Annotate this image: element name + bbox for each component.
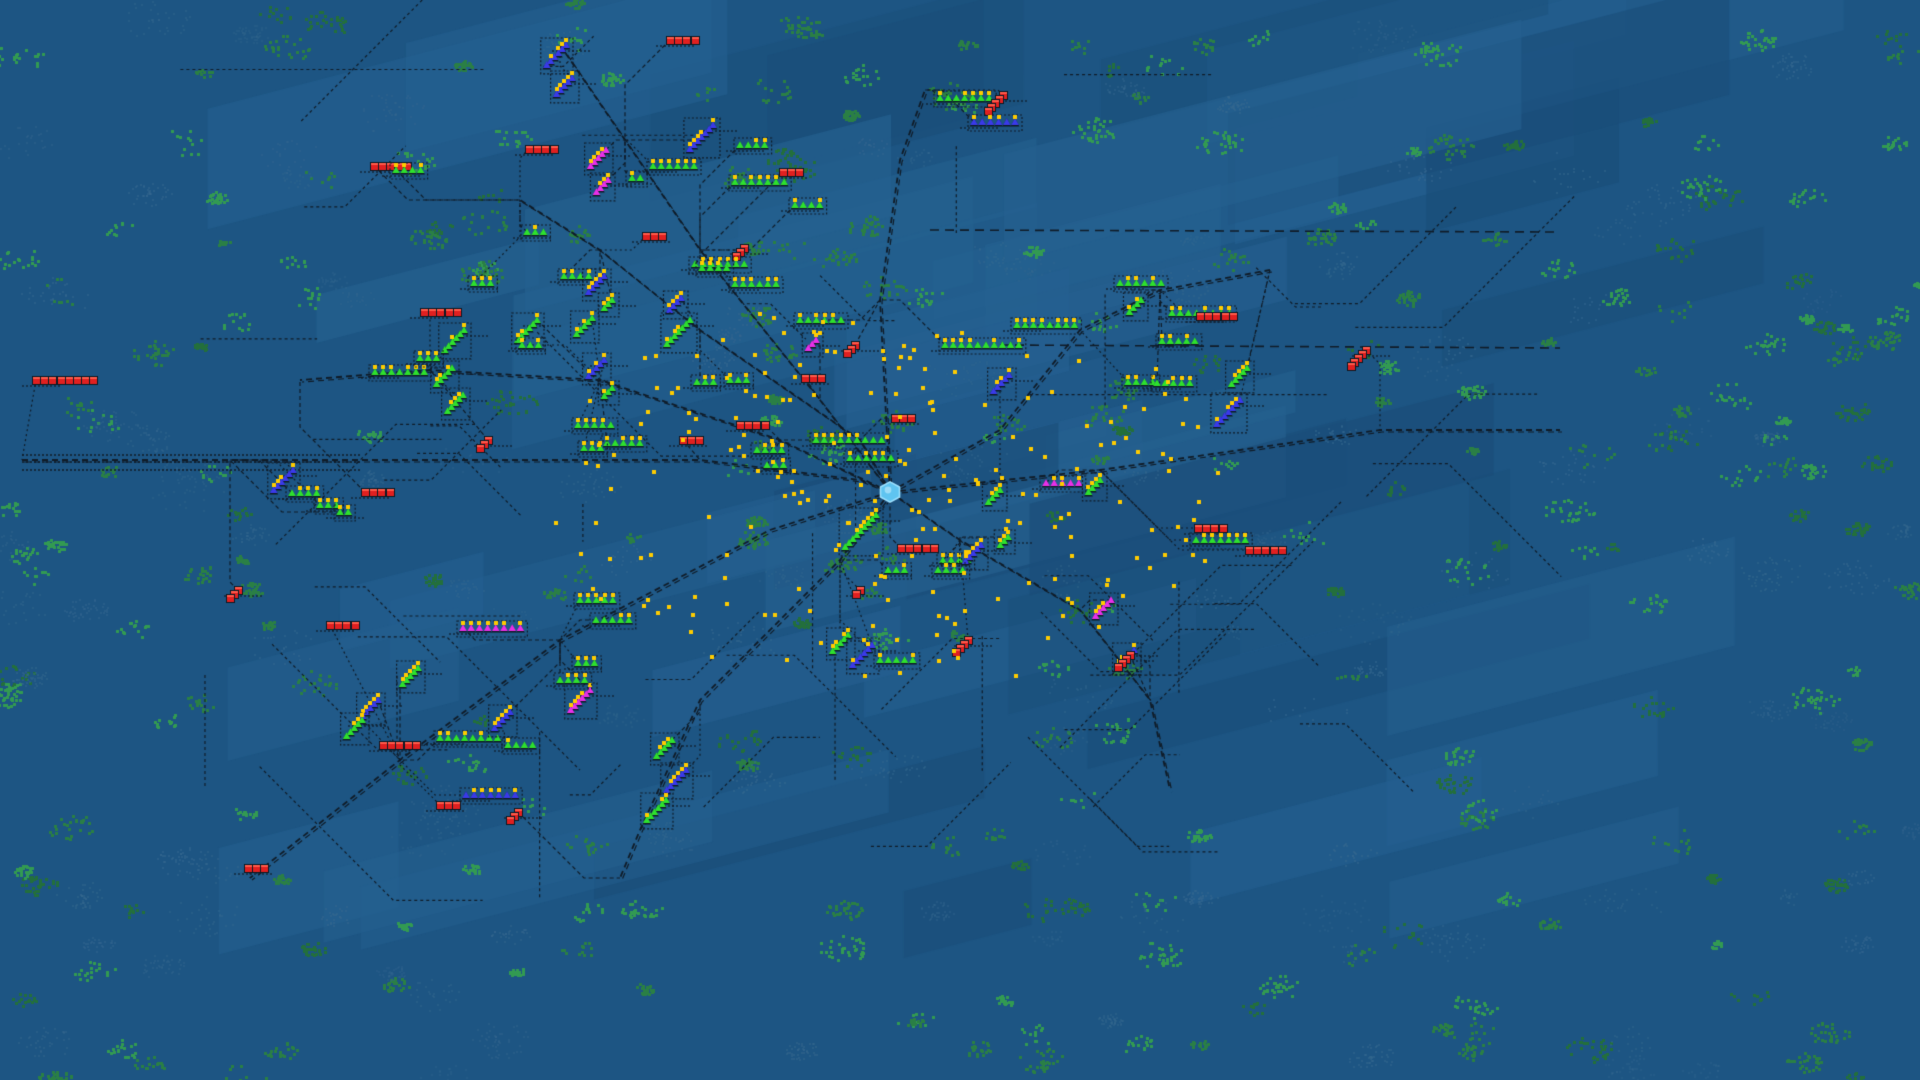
- factorio-map-view[interactable]: Factorio — Map View map map: [0, 0, 1920, 1080]
- map-terrain-canvas: [0, 0, 1920, 1080]
